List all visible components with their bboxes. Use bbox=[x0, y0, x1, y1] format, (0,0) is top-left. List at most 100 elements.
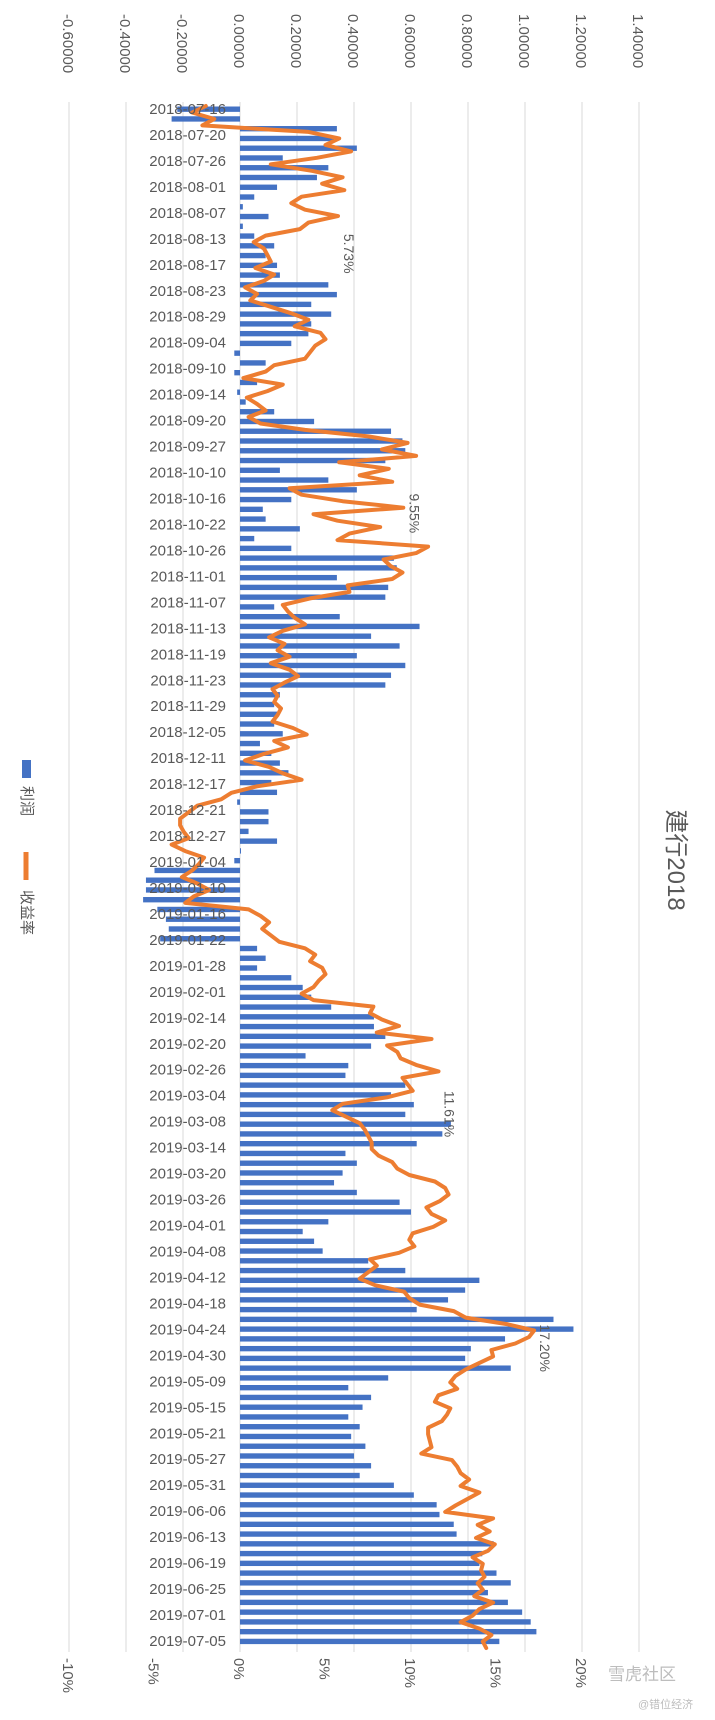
profit-bar bbox=[240, 1170, 343, 1176]
profit-bar bbox=[240, 448, 406, 454]
date-label: 2018-11-29 bbox=[150, 698, 226, 715]
profit-bar bbox=[240, 1472, 360, 1479]
date-label: 2018-11-07 bbox=[150, 594, 226, 611]
profit-bar bbox=[154, 867, 240, 874]
date-label: 2019-01-16 bbox=[149, 906, 226, 923]
return-line-layer bbox=[169, 104, 537, 1650]
profit-bar bbox=[240, 1238, 315, 1244]
date-label: 2019-06-19 bbox=[149, 1555, 226, 1572]
date-label: 2018-08-29 bbox=[149, 309, 226, 326]
date-label: 2019-06-06 bbox=[149, 1503, 226, 1520]
profit-bar bbox=[240, 545, 292, 552]
profit-bar bbox=[240, 1219, 329, 1225]
date-label: 2018-08-13 bbox=[149, 231, 226, 248]
profit-bar bbox=[240, 1589, 488, 1596]
profit-bar bbox=[240, 506, 263, 513]
watermark-main: 雪虎社区 bbox=[608, 1665, 676, 1684]
date-label: 2018-09-10 bbox=[149, 361, 226, 378]
profit-bar bbox=[240, 770, 289, 776]
profit-bar bbox=[240, 975, 292, 981]
profit-bar bbox=[240, 1141, 417, 1147]
date-label: 2019-04-01 bbox=[149, 1218, 226, 1235]
profit-bar bbox=[240, 1628, 537, 1635]
profit-bar bbox=[240, 701, 275, 708]
profit-bar bbox=[240, 1072, 346, 1079]
profit-bar bbox=[240, 213, 269, 220]
profit-bar bbox=[240, 457, 386, 464]
profit-bar bbox=[240, 1033, 386, 1040]
profit-bar bbox=[240, 311, 332, 317]
profit-bar bbox=[240, 438, 403, 444]
grid-lines bbox=[68, 102, 640, 1652]
profit-bar bbox=[240, 1453, 354, 1459]
profit-bar bbox=[240, 1101, 414, 1108]
profit-tick-label: 0.00000 bbox=[230, 14, 247, 68]
profit-bar bbox=[240, 1082, 406, 1088]
profit-bar bbox=[240, 1570, 497, 1576]
profit-bar bbox=[240, 467, 280, 473]
date-label: 2019-01-22 bbox=[149, 932, 226, 949]
date-label: 2018-11-13 bbox=[150, 620, 226, 637]
profit-bar bbox=[240, 721, 275, 727]
profit-bar bbox=[240, 477, 329, 483]
profit-bar bbox=[240, 1521, 454, 1527]
profit-bars bbox=[143, 106, 574, 1645]
date-label: 2018-08-01 bbox=[149, 179, 226, 196]
profit-bar bbox=[234, 350, 240, 356]
profit-bar bbox=[240, 1404, 363, 1410]
profit-bar bbox=[240, 740, 260, 747]
profit-bar bbox=[240, 223, 243, 229]
date-label: 2019-07-05 bbox=[149, 1633, 226, 1650]
date-label: 2019-02-20 bbox=[149, 1036, 226, 1053]
profit-bar bbox=[240, 1463, 372, 1469]
date-label: 2018-11-23 bbox=[150, 672, 226, 689]
profit-bar bbox=[240, 1336, 506, 1342]
date-label: 2018-12-05 bbox=[149, 724, 226, 741]
profit-bar bbox=[240, 282, 329, 288]
profit-bar bbox=[240, 1492, 414, 1498]
profit-bar bbox=[168, 926, 240, 932]
profit-bar bbox=[240, 1394, 372, 1401]
profit-bar bbox=[240, 1541, 494, 1547]
profit-bar bbox=[240, 1619, 531, 1625]
profit-bar bbox=[145, 887, 240, 893]
profit-bar bbox=[240, 145, 357, 151]
profit-bar bbox=[240, 1355, 466, 1362]
profit-bar bbox=[171, 116, 240, 122]
return-line bbox=[169, 104, 537, 1650]
date-label: 2018-07-26 bbox=[149, 153, 226, 170]
profit-bar bbox=[240, 194, 255, 200]
date-label: 2018-10-10 bbox=[149, 465, 226, 482]
profit-bar bbox=[240, 252, 266, 259]
profit-bar bbox=[240, 838, 278, 844]
date-label: 2018-07-20 bbox=[149, 127, 226, 144]
profit-bar bbox=[240, 1209, 411, 1215]
profit-bar bbox=[160, 936, 240, 942]
legend-label-profit: 利润 bbox=[18, 786, 35, 816]
profit-tick-label: 0.80000 bbox=[458, 14, 475, 68]
profit-bar bbox=[240, 1043, 372, 1049]
profit-bar bbox=[240, 1092, 392, 1098]
profit-bar bbox=[240, 174, 317, 181]
date-labels: 2018-07-16 2018-07-20 2018-07-26 2018-08-01… bbox=[149, 101, 226, 1650]
profit-bar bbox=[240, 731, 283, 737]
profit-bar bbox=[240, 1599, 508, 1606]
watermark: 雪虎社区 @错位经济 bbox=[608, 1665, 693, 1711]
profit-tick-label: -0.40000 bbox=[116, 14, 133, 73]
date-label: 2018-09-04 bbox=[149, 335, 226, 352]
annotation-label: 11.61% bbox=[442, 1091, 458, 1137]
profit-bar bbox=[240, 1160, 357, 1166]
profit-bar bbox=[240, 613, 340, 620]
profit-bar bbox=[240, 633, 372, 639]
profit-bar bbox=[234, 857, 240, 864]
profit-bar bbox=[240, 379, 258, 386]
legend-swatch-profit bbox=[22, 760, 31, 778]
profit-bar bbox=[240, 204, 243, 210]
date-label: 2018-08-23 bbox=[149, 283, 226, 300]
profit-bar bbox=[240, 330, 309, 337]
return-tick-label: -5% bbox=[145, 1658, 162, 1685]
profit-bar bbox=[240, 672, 392, 678]
date-label: 2019-05-27 bbox=[149, 1451, 226, 1468]
profit-bar bbox=[240, 1638, 500, 1645]
